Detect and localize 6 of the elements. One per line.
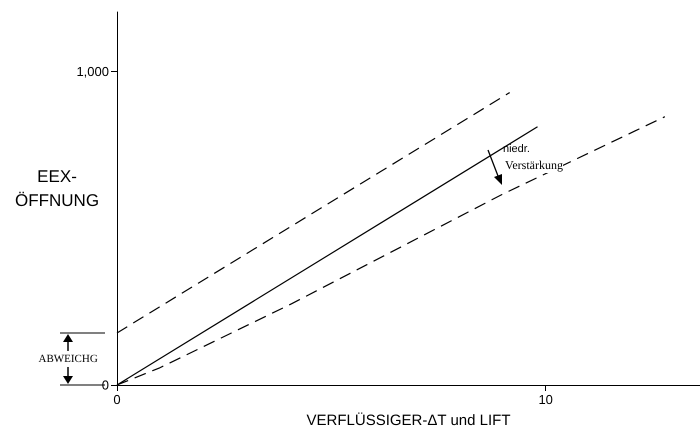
- x-tick-label: 10: [538, 392, 553, 407]
- text: ABWEICHG: [38, 352, 98, 365]
- y-axis-title: EEX- ÖFFNUNG: [15, 166, 100, 212]
- y-tick-label: 1,000: [76, 64, 109, 80]
- annotation: niedr. Verstärkung: [503, 143, 563, 173]
- x-axis-title: VERFLÜSSIGER-ΔT und LIFT: [306, 412, 510, 429]
